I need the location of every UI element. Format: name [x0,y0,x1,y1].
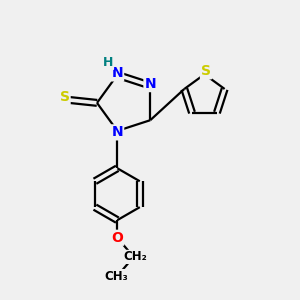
Text: N: N [112,125,123,140]
Text: N: N [145,77,156,91]
Text: S: S [60,90,70,104]
Text: S: S [201,64,211,78]
Text: CH₂: CH₂ [123,250,147,263]
Text: H: H [103,56,113,69]
Text: O: O [111,231,123,245]
Text: N: N [112,66,123,80]
Text: CH₃: CH₃ [104,270,128,283]
